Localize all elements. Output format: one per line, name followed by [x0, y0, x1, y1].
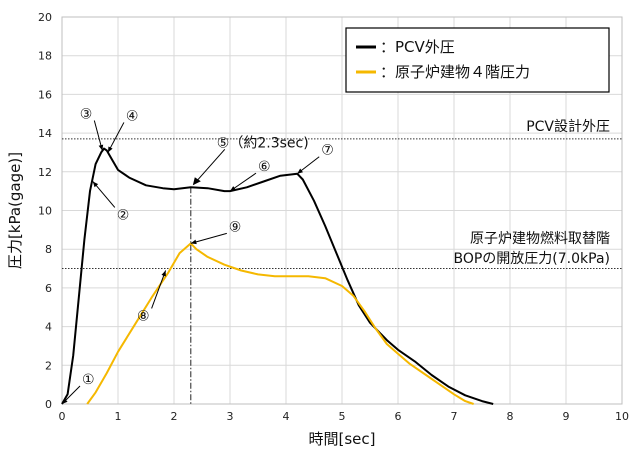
pcv-design-pressure-label: PCV設計外圧: [526, 119, 610, 135]
annotation-arrow: [190, 232, 227, 244]
annotation-arrowhead: [92, 181, 99, 188]
x-tick-label: 6: [395, 410, 402, 423]
annotation-arrowhead: [98, 144, 104, 151]
annotation-arrowhead: [190, 239, 197, 245]
x-tick-label: 1: [115, 410, 122, 423]
x-tick-label: 8: [507, 410, 514, 423]
legend-label-reactor-building: ：原子炉建物４階圧力: [380, 63, 530, 81]
x-tick-label: 10: [615, 410, 629, 423]
legend-label-pcv: ：PCV外圧: [380, 38, 455, 56]
reactor-building-pressure-line: [86, 242, 474, 405]
annotation-arrow: [151, 270, 167, 309]
y-tick-label: 6: [45, 282, 52, 295]
annotation-label: ⑥: [258, 159, 271, 175]
time-marker-label: ⑤（約2.3sec): [217, 135, 309, 151]
annotation-label: ⑧: [137, 308, 150, 324]
marker-label-arrowhead: [192, 177, 201, 186]
annotation-arrow: [92, 181, 116, 208]
y-tick-label: 20: [38, 11, 52, 24]
annotation-arrowhead: [297, 168, 304, 174]
annotation-label: ⑨: [229, 219, 242, 235]
x-tick-label: 2: [171, 410, 178, 423]
legend: ：PCV外圧 ：原子炉建物４階圧力: [345, 27, 610, 93]
plot-frame: [61, 16, 623, 405]
x-tick-label: 0: [59, 410, 66, 423]
annotation-markers: ① ② ③ ④ ⑥ ⑦ ⑧ ⑨ ⑤（約2.3sec): [61, 107, 334, 405]
y-tick-label: 8: [45, 243, 52, 256]
annotation-arrowhead: [230, 186, 236, 192]
annotation-label: ④: [126, 108, 139, 124]
annotation-arrowhead: [161, 270, 166, 277]
annotation-arrowhead: [107, 146, 113, 153]
x-tick-label: 4: [283, 410, 290, 423]
y-tick-label: 18: [38, 50, 52, 63]
legend-box: [345, 27, 610, 93]
annotation-label: ③: [80, 107, 93, 123]
annotation-arrow: [107, 122, 125, 153]
y-tick-label: 4: [45, 321, 52, 334]
y-tick-label: 0: [45, 398, 52, 411]
y-tick-label: 10: [38, 205, 52, 218]
y-tick-label: 12: [38, 166, 52, 179]
y-tick-label: 14: [38, 127, 52, 140]
x-tick-label: 7: [451, 410, 458, 423]
annotation-label: ⑦: [321, 143, 334, 159]
y-tick-label: 16: [38, 88, 52, 101]
annotation-label: ①: [82, 372, 95, 388]
annotation-label: ②: [117, 207, 130, 223]
bop-label-line1: 原子炉建物燃料取替階: [470, 230, 610, 247]
bop-label-line2: BOPの開放圧力(7.0kPa): [453, 251, 610, 267]
x-tick-label: 9: [563, 410, 570, 423]
x-axis-title: 時間[sec]: [309, 430, 376, 448]
x-tick-label: 3: [227, 410, 234, 423]
annotation-arrowhead: [62, 398, 68, 404]
x-tick-label: 5: [339, 410, 346, 423]
marker-label-arrow: [193, 148, 226, 185]
y-tick-label: 2: [45, 359, 52, 372]
y-axis-title: 圧力[kPa(gage)]: [6, 152, 24, 269]
